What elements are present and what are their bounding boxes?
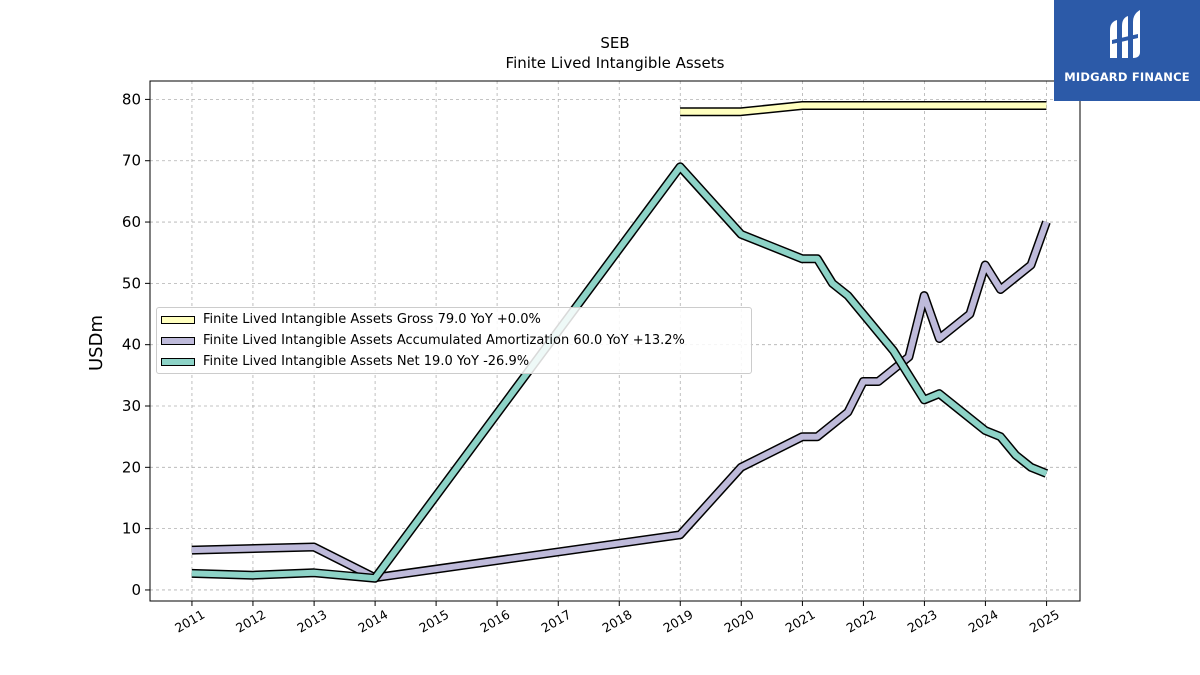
legend-label-gross: Finite Lived Intangible Assets Gross 79.…: [203, 312, 541, 327]
legend-swatch-net: [161, 358, 195, 366]
series-line-net: [191, 162, 1049, 583]
chart-subtitle: Finite Lived Intangible Assets: [506, 54, 725, 72]
y-tick-label: 10: [122, 520, 141, 538]
logo-name: MIDGARD FINANCE: [1064, 70, 1190, 84]
x-tick-label: 2017: [538, 607, 573, 636]
x-tick-label: 2023: [905, 607, 940, 636]
x-tick-label: 2025: [1027, 607, 1062, 636]
series-layer: [191, 101, 1051, 583]
x-tick-label: 2022: [844, 607, 879, 636]
x-tick-label: 2016: [477, 607, 512, 636]
y-tick-label: 40: [122, 336, 141, 354]
legend-label-net: Finite Lived Intangible Assets Net 19.0 …: [203, 354, 530, 369]
y-axis-label: USDm: [86, 315, 107, 371]
series-line-gross: [680, 101, 1047, 117]
y-tick-label: 30: [122, 397, 141, 415]
chart-title: SEB: [600, 34, 629, 52]
x-tick-label: 2011: [172, 607, 207, 636]
y-tick-label: 20: [122, 458, 141, 476]
y-tick-label: 70: [122, 152, 141, 170]
x-tick-label: 2012: [233, 607, 268, 636]
x-tick-label: 2021: [783, 607, 818, 636]
legend-label-amortization: Finite Lived Intangible Assets Accumulat…: [203, 333, 685, 348]
y-tick-label: 50: [122, 274, 141, 292]
x-tick-label: 2020: [721, 607, 756, 636]
series-line-fill: [680, 102, 1047, 115]
y-tick-label: 60: [122, 213, 141, 231]
x-tick-label: 2018: [599, 607, 634, 636]
series-line-fill: [191, 163, 1048, 582]
y-tick-label: 80: [122, 90, 141, 108]
brand-logo: MIDGARD FINANCE: [1054, 0, 1200, 101]
x-tick-label: 2013: [294, 607, 329, 636]
x-tick-label: 2024: [966, 607, 1001, 636]
plot-frame: [149, 80, 1081, 602]
series-line-fill: [191, 220, 1050, 581]
x-tick-label: 2019: [660, 607, 695, 636]
legend-swatch-amortization: [161, 337, 195, 345]
x-tick-label: 2015: [416, 607, 451, 636]
legend-swatch-gross: [161, 316, 195, 324]
series-line-amortization: [191, 220, 1051, 583]
y-tick-label: 0: [131, 581, 141, 599]
x-tick-label: 2014: [355, 607, 390, 636]
logo-mark-icon: [1110, 10, 1140, 58]
legend: Finite Lived Intangible Assets Gross 79.…: [156, 307, 752, 374]
